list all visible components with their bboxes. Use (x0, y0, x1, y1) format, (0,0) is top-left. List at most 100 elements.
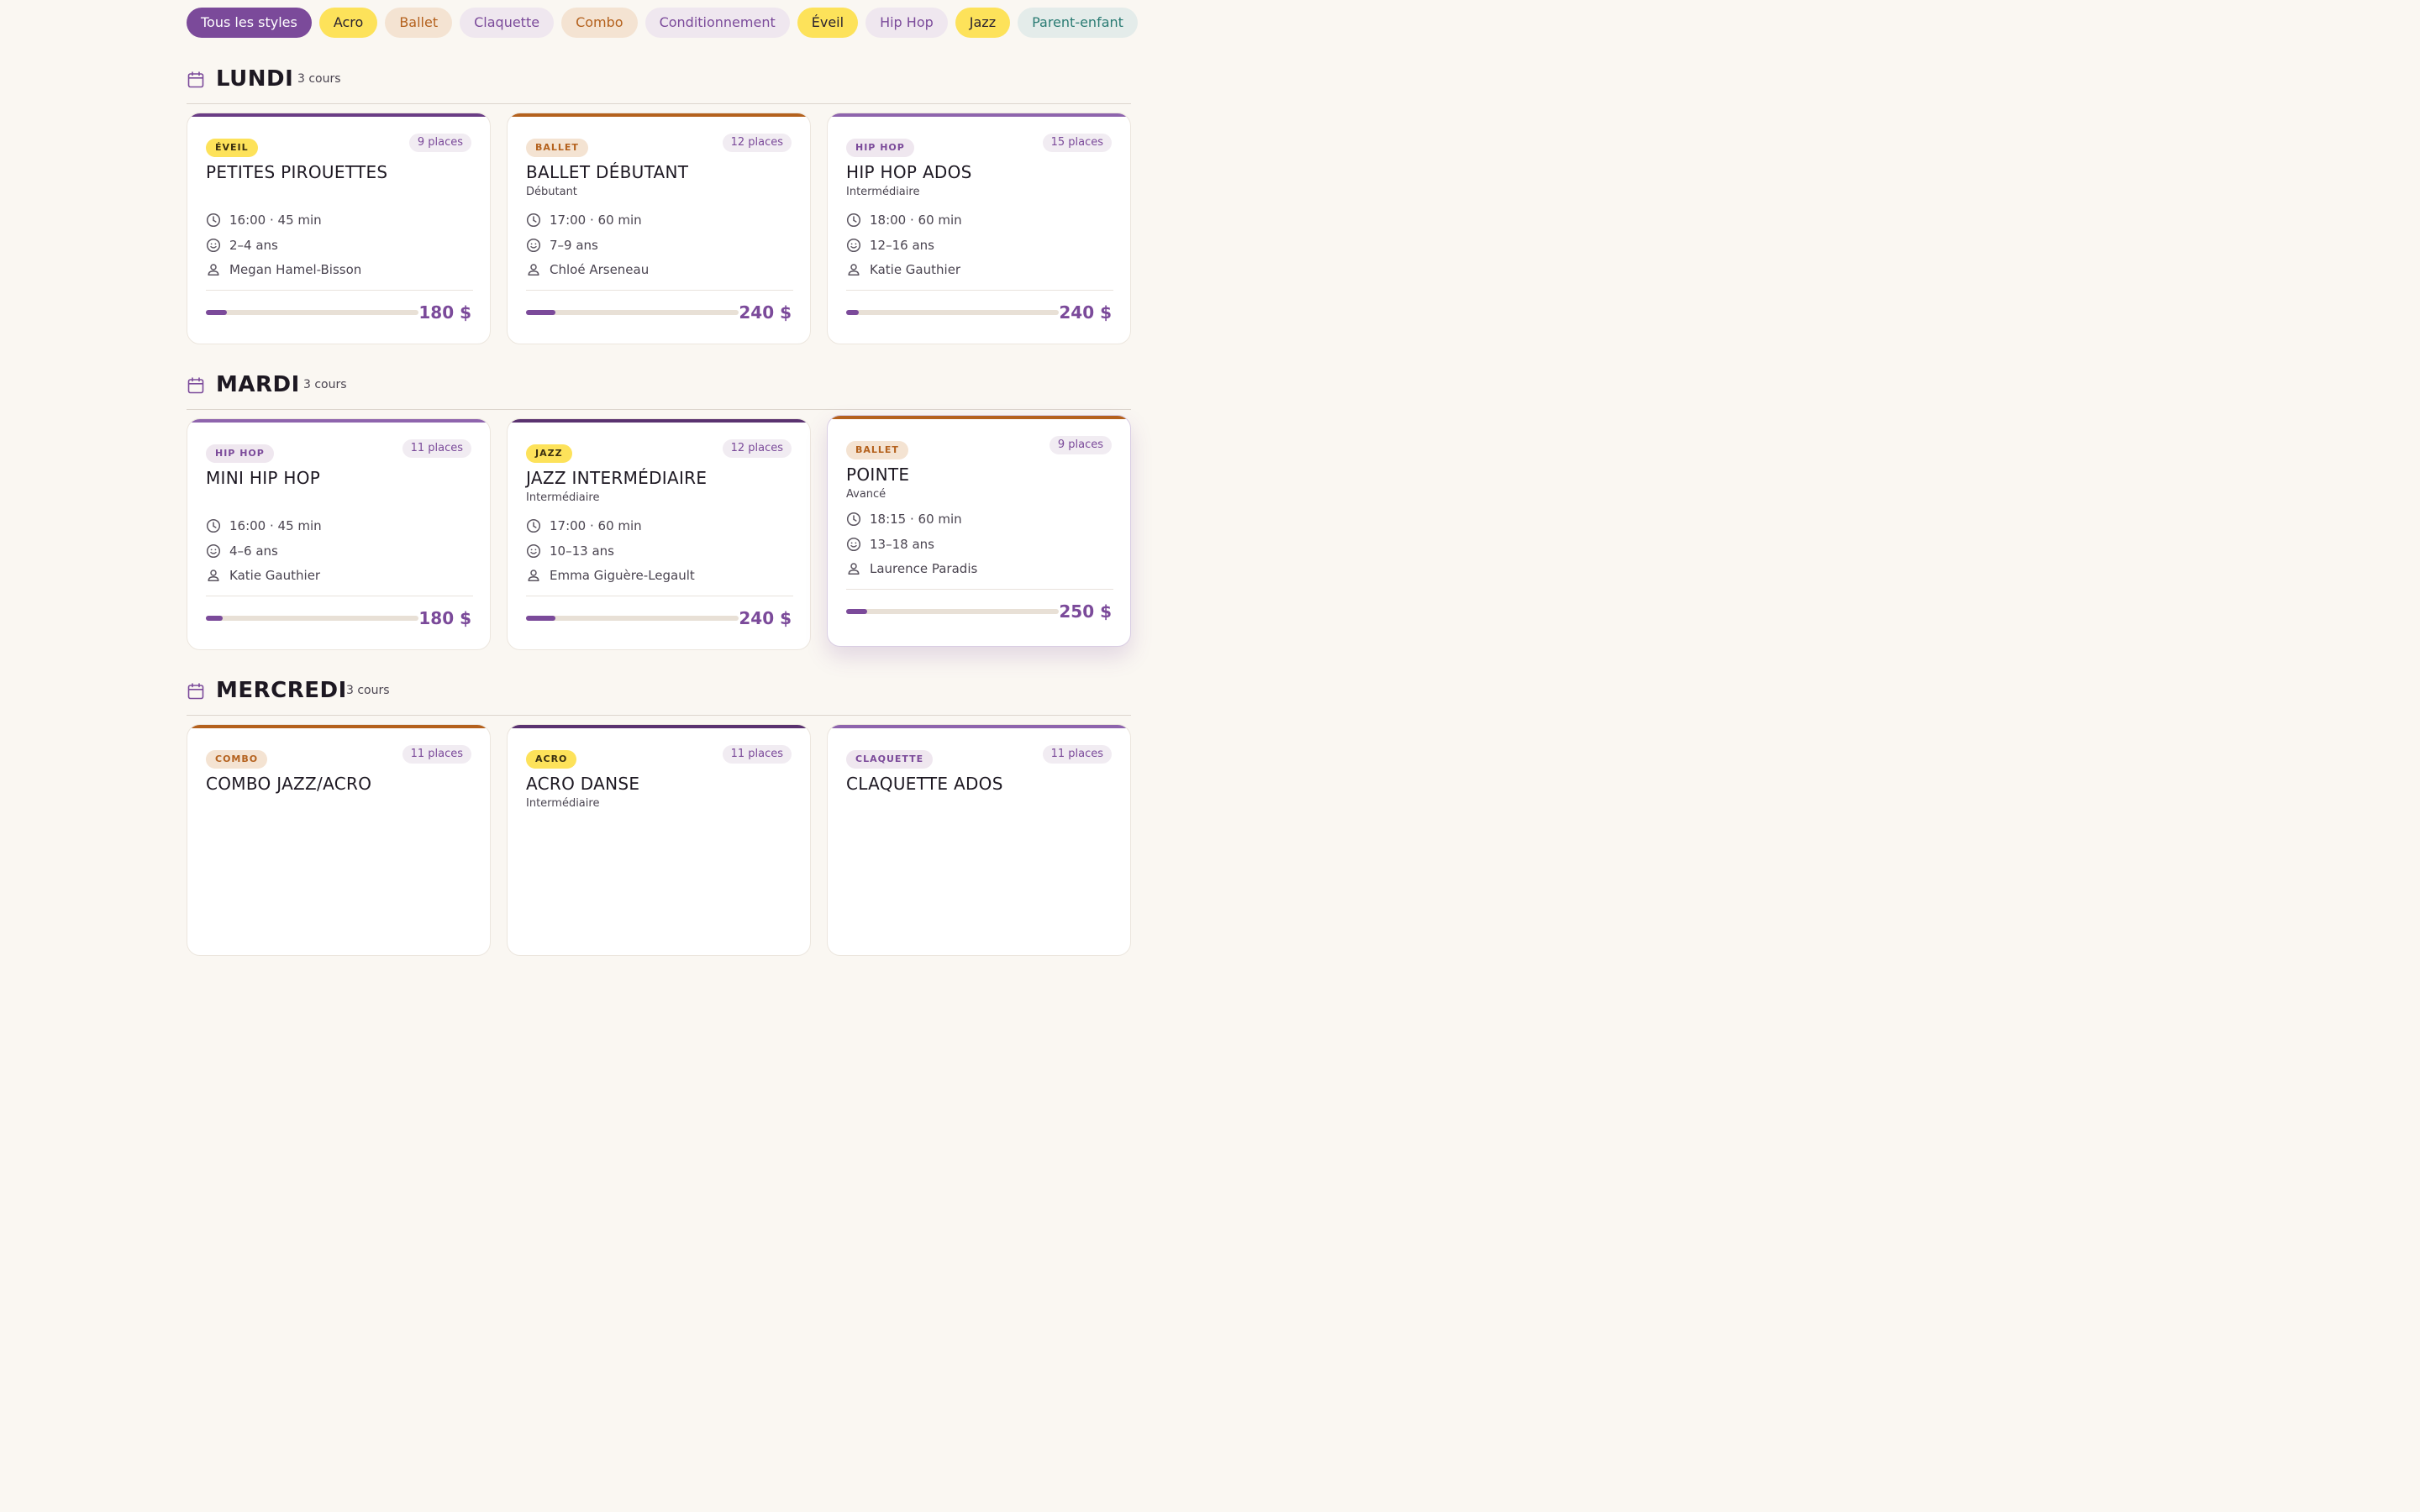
clock-icon (526, 518, 541, 533)
class-ages: 12–16 ans (870, 238, 934, 253)
card-divider (846, 290, 1113, 291)
class-level: Débutant (526, 186, 577, 198)
age-row: 10–13 ans (526, 542, 793, 560)
enrollment-progress (526, 616, 739, 621)
enrollment-progress (206, 616, 418, 621)
day-title: LUNDI (216, 66, 294, 92)
places-badge: 11 places (722, 745, 792, 764)
smiley-icon (526, 238, 541, 253)
enrollment-progress-fill (206, 616, 224, 621)
person-icon (208, 570, 219, 581)
class-level: Intermédiaire (846, 186, 920, 198)
class-time: 17:00 · 60 min (550, 518, 642, 533)
filter-chip-jazz[interactable]: Jazz (955, 8, 1011, 38)
class-card-hip-hop-ados[interactable]: HIP HOP 15 places HIP HOP ADOS Intermédi… (827, 113, 1131, 344)
teacher-row: Megan Hamel-Bisson (206, 260, 473, 279)
smiley-icon (846, 238, 861, 253)
class-card-petites-pirouettes[interactable]: ÉVEIL 9 places PETITES PIROUETTES 16:00 … (187, 113, 491, 344)
class-teacher: Megan Hamel-Bisson (229, 262, 362, 277)
card-accent-bar (828, 725, 1130, 728)
filter-chip-combo[interactable]: Combo (561, 8, 638, 38)
day-divider (187, 715, 1131, 716)
class-title: ACRO DANSE (526, 774, 640, 794)
enrollment-progress (526, 310, 739, 315)
clock-icon (846, 213, 861, 228)
time-row: 17:00 · 60 min (526, 517, 793, 535)
day-class-count: 3 cours (297, 72, 341, 86)
smiley-icon (206, 543, 221, 559)
person-icon (528, 264, 539, 276)
card-accent-bar (508, 113, 810, 117)
class-card-pointe[interactable]: BALLET 9 places POINTE Avancé 18:15 · 60… (827, 415, 1131, 647)
card-accent-bar (187, 419, 490, 423)
clock-icon (846, 512, 861, 527)
class-card-jazz-interm-diaire[interactable]: JAZZ 12 places JAZZ INTERMÉDIAIRE Interm… (507, 418, 811, 650)
schedule-page: Tous les styles Acro Ballet Claquette Combo C… (0, 0, 1318, 956)
class-card-ballet-d-butant[interactable]: BALLET 12 places BALLET DÉBUTANT Débutan… (507, 113, 811, 344)
class-price: 240 $ (739, 608, 792, 628)
filter-chip-ballet[interactable]: Ballet (385, 8, 453, 38)
class-title: COMBO JAZZ/ACRO (206, 774, 372, 794)
places-badge: 9 places (1049, 436, 1112, 454)
time-row: 18:15 · 60 min (846, 510, 1113, 528)
day-class-count: 3 cours (346, 684, 390, 697)
filter-chip-parent-enfant[interactable]: Parent-enfant (1018, 8, 1138, 38)
class-card-grid: COMBO 11 places COMBO JAZZ/ACRO ACRO 11 … (187, 724, 1131, 959)
day-divider (187, 103, 1131, 104)
card-accent-bar (508, 725, 810, 728)
day-header: LUNDI 3 cours (187, 62, 1131, 96)
class-card-acro-danse[interactable]: ACRO 11 places ACRO DANSE Intermédiaire (507, 724, 811, 956)
filter-chip-acro[interactable]: Acro (318, 8, 378, 38)
day-class-count: 3 cours (303, 378, 347, 391)
filter-chip-hip-hop[interactable]: Hip Hop (865, 8, 948, 38)
class-title: BALLET DÉBUTANT (526, 162, 689, 182)
class-price: 180 $ (418, 302, 471, 323)
age-row: 7–9 ans (526, 236, 793, 255)
filter-chip-claquette[interactable]: Claquette (460, 8, 555, 38)
card-accent-bar (828, 113, 1130, 117)
class-time: 16:00 · 45 min (229, 518, 322, 533)
card-accent-bar (187, 725, 490, 728)
class-ages: 7–9 ans (550, 238, 598, 253)
style-tag: HIP HOP (206, 444, 274, 463)
card-accent-bar (828, 416, 1130, 419)
places-badge: 12 places (722, 439, 792, 458)
card-divider (206, 290, 473, 291)
class-card-mini-hip-hop[interactable]: HIP HOP 11 places MINI HIP HOP 16:00 · 4… (187, 418, 491, 650)
card-accent-bar (187, 113, 490, 117)
filter-chip-conditionnement[interactable]: Conditionnement (644, 8, 790, 38)
class-ages: 4–6 ans (229, 543, 278, 559)
teacher-row: Katie Gauthier (846, 260, 1113, 279)
class-teacher: Chloé Arseneau (550, 262, 650, 277)
clock-icon (526, 213, 541, 228)
class-teacher: Katie Gauthier (870, 262, 961, 277)
class-card-claquette-ados[interactable]: CLAQUETTE 11 places CLAQUETTE ADOS (827, 724, 1131, 956)
class-time: 16:00 · 45 min (229, 213, 322, 228)
smiley-icon (846, 537, 861, 552)
class-level: Avancé (846, 488, 886, 501)
class-ages: 2–4 ans (229, 238, 278, 253)
filter-chip--veil[interactable]: Éveil (797, 8, 859, 38)
class-title: POINTE (846, 465, 910, 485)
day-title: MARDI (216, 372, 300, 397)
class-level: Intermédiaire (526, 491, 600, 504)
person-icon (208, 264, 219, 276)
style-tag: BALLET (846, 441, 908, 459)
day-section-mercredi: MERCREDI 3 cours COMBO 11 places COMBO JA… (187, 674, 1131, 956)
class-price: 180 $ (418, 608, 471, 628)
class-title: MINI HIP HOP (206, 468, 321, 488)
enrollment-progress (846, 609, 1059, 614)
class-teacher: Laurence Paradis (870, 561, 978, 576)
class-level: Intermédiaire (526, 797, 600, 810)
places-badge: 11 places (402, 439, 471, 458)
day-divider (187, 409, 1131, 410)
class-card-combo-jazz-acro[interactable]: COMBO 11 places COMBO JAZZ/ACRO (187, 724, 491, 956)
clock-icon (206, 518, 221, 533)
card-divider (526, 290, 793, 291)
places-badge: 11 places (402, 745, 471, 764)
person-icon (528, 570, 539, 581)
person-icon (848, 264, 860, 276)
class-title: PETITES PIROUETTES (206, 162, 388, 182)
class-ages: 13–18 ans (870, 537, 934, 552)
filter-chip-all[interactable]: Tous les styles (187, 8, 312, 38)
